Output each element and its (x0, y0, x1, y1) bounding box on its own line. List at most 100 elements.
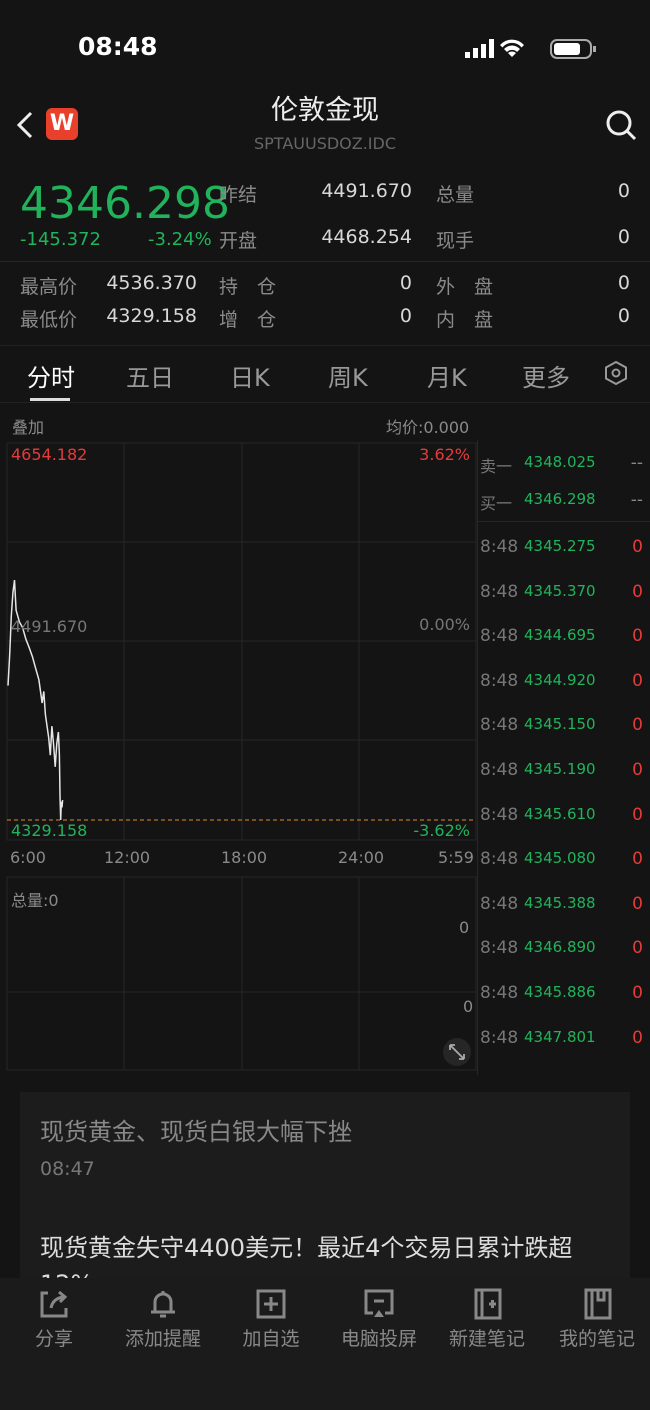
add-alert-label: 添加提醒 (124, 1328, 201, 1350)
x-tick: 18:00 (221, 848, 268, 867)
trade-volume: 0 (632, 581, 643, 602)
add-alert-button[interactable]: 添加提醒 (116, 1288, 210, 1351)
volume-tick: 0 (459, 918, 470, 937)
trade-volume: 0 (632, 804, 643, 825)
bid-row: 买一 4346.298 -- (480, 490, 645, 514)
trade-time: 8:48 (480, 1027, 519, 1048)
trade-price: 4345.886 (524, 983, 596, 1001)
share-icon (40, 1290, 68, 1318)
quote-label: 增 仓 (219, 309, 277, 331)
quote-label: 总量 (436, 184, 475, 206)
trade-row: 8:48 4344.920 0 (480, 671, 645, 695)
trade-volume: 0 (632, 893, 643, 914)
page-title: 伦敦金现 (271, 95, 379, 126)
back-icon[interactable] (14, 110, 36, 140)
quote-label: 最高价 (20, 276, 78, 298)
overlay-button[interactable]: 叠加 (12, 418, 45, 437)
trade-price: 4347.801 (524, 1027, 596, 1046)
quote-label: 内 盘 (436, 309, 494, 331)
volume-label: 总量:0 (11, 891, 59, 910)
trade-time: 8:48 (480, 893, 519, 914)
bottom-toolbar: 分享 添加提醒 加自选 电脑投屏 新建笔记 我的笔记 (0, 1278, 650, 1410)
y-top-price: 4654.182 (11, 445, 88, 464)
my-notes-button[interactable]: 我的笔记 (554, 1288, 640, 1351)
expand-icon[interactable] (442, 1037, 472, 1067)
trade-row: 8:48 4344.695 0 (480, 626, 645, 650)
active-tab-indicator (30, 398, 70, 401)
new-note-button[interactable]: 新建笔记 (444, 1288, 530, 1351)
tab-5day[interactable]: 五日 (126, 364, 174, 392)
trade-price: 4344.920 (524, 670, 596, 689)
quote-label: 最低价 (20, 309, 78, 331)
search-icon[interactable] (604, 108, 638, 142)
trade-row: 8:48 4345.886 0 (480, 983, 645, 1007)
quote-value: 4491.670 (321, 180, 412, 202)
quote-label: 持 仓 (219, 276, 277, 298)
ask-row: 卖一 4348.025 -- (480, 453, 645, 477)
period-tabs: 分时 五日 日K 周K 月K 更多 (0, 345, 650, 403)
avg-price: 均价:0.000 (386, 418, 470, 437)
y-top-pct: 3.62% (419, 445, 470, 464)
trade-volume: 0 (632, 715, 643, 736)
trade-time: 8:48 (480, 626, 519, 647)
trade-price: 4345.080 (524, 849, 596, 868)
trade-time: 8:48 (480, 670, 519, 691)
trade-row: 8:48 4346.890 0 (480, 938, 645, 962)
clock: 08:48 (78, 32, 158, 61)
bell-icon (151, 1291, 175, 1318)
tab-intraday[interactable]: 分时 (27, 364, 75, 392)
trade-price: 4344.695 (524, 626, 596, 645)
trade-price: 4345.275 (524, 537, 596, 555)
trade-row: 8:48 4345.275 0 (480, 537, 645, 561)
screen-cast-button[interactable]: 电脑投屏 (336, 1288, 422, 1351)
trade-price: 4345.150 (524, 715, 596, 734)
trade-time: 8:48 (480, 804, 519, 825)
news-card[interactable]: 现货黄金、现货白银大幅下挫 08:47 现货黄金失守4400美元！最近4个交易日… (20, 1092, 630, 1298)
quote-value: 4329.158 (106, 305, 197, 327)
price-change: -145.372 (20, 229, 101, 250)
add-watchlist-button[interactable]: 加自选 (236, 1288, 306, 1351)
trade-price: 4345.388 (524, 893, 596, 912)
trade-row: 8:48 4345.388 0 (480, 894, 645, 918)
quote-label: 昨结 (219, 184, 258, 206)
trade-time: 8:48 (480, 581, 519, 602)
news-title[interactable]: 现货黄金、现货白银大幅下挫 (40, 1118, 352, 1146)
last-price: 4346.298 (20, 178, 230, 229)
tab-weekly-k[interactable]: 周K (328, 364, 368, 392)
grid-lines (6, 442, 477, 1071)
x-tick: 24:00 (338, 848, 385, 867)
y-mid-price: 4491.670 (11, 617, 88, 636)
quote-value: 0 (399, 305, 412, 327)
trade-volume: 0 (632, 938, 643, 959)
ask-price: 4348.025 (524, 453, 596, 471)
trade-volume: 0 (632, 1027, 643, 1048)
trade-time: 8:48 (480, 849, 519, 870)
tab-daily-k[interactable]: 日K (230, 364, 270, 392)
quote-value: 0 (617, 272, 630, 294)
trade-time: 8:48 (480, 983, 519, 1003)
status-bar: 08:48 (0, 30, 650, 70)
settings-icon[interactable] (603, 360, 629, 386)
trade-row: 8:48 4347.801 0 (480, 1028, 645, 1052)
trade-row: 8:48 4345.080 0 (480, 849, 645, 873)
screen-cast-label: 电脑投屏 (340, 1328, 417, 1350)
trade-time: 8:48 (480, 715, 519, 736)
trade-price: 4346.890 (524, 938, 596, 957)
ask-label: 卖一 (480, 457, 513, 476)
tab-more[interactable]: 更多 (522, 364, 570, 392)
trade-volume: 0 (632, 626, 643, 647)
trade-volume: 0 (632, 849, 643, 870)
quote-value: 0 (617, 180, 630, 202)
trade-price: 4345.610 (524, 804, 596, 823)
notebook-icon (584, 1288, 612, 1320)
tab-monthly-k[interactable]: 月K (427, 364, 467, 392)
ask-volume: -- (630, 453, 643, 473)
x-tick: 6:00 (10, 848, 46, 867)
new-note-label: 新建笔记 (448, 1328, 525, 1350)
quote-label: 外 盘 (436, 276, 494, 298)
y-mid-pct: 0.00% (419, 615, 470, 634)
share-button[interactable]: 分享 (20, 1288, 88, 1351)
bid-volume: -- (630, 490, 643, 510)
new-note-icon (474, 1288, 502, 1320)
instrument-code: SPTAUUSDOZ.IDC (253, 134, 397, 153)
